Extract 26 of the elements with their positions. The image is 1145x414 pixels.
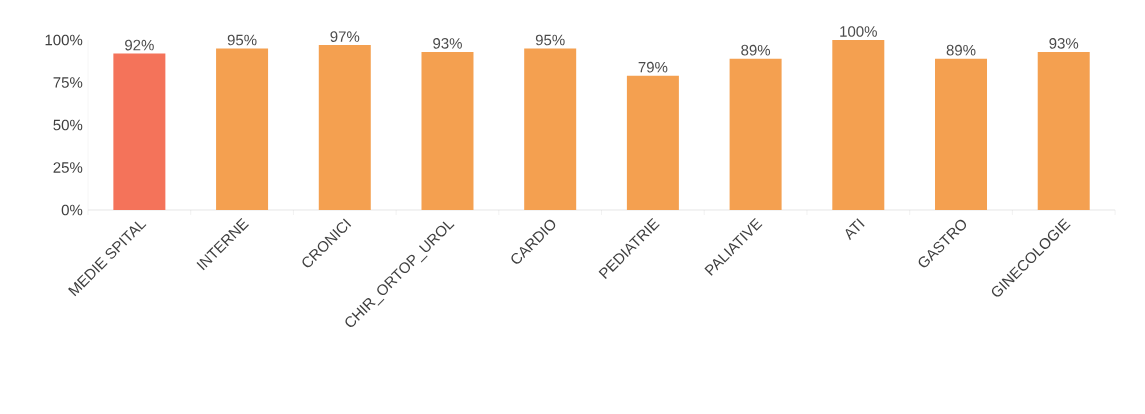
data-label: 93% [1049,38,1079,49]
bar [421,51,474,210]
x-tick-label: ATI [845,218,865,241]
bar [216,48,269,210]
data-label: 92% [125,39,154,51]
y-tick-label: 100% [45,34,83,46]
bar [524,48,577,210]
bar [832,39,885,210]
y-tick-label: 50% [53,119,83,131]
bar [1037,51,1090,210]
data-label: 97% [330,31,360,42]
data-label: 79% [638,61,668,73]
data-label: 95% [535,34,565,46]
y-tick-label: 0% [61,204,83,216]
bar [318,45,371,210]
bar [729,58,782,210]
bar [626,75,679,210]
data-label: 89% [741,44,771,56]
data-label: 95% [227,34,257,46]
data-label: 100% [840,26,877,37]
y-tick-label: 25% [53,162,83,173]
bar [113,53,166,210]
data-label: 93% [433,38,462,49]
y-tick-label: 75% [53,77,83,88]
bar [935,58,988,210]
data-label: 89% [946,44,976,56]
